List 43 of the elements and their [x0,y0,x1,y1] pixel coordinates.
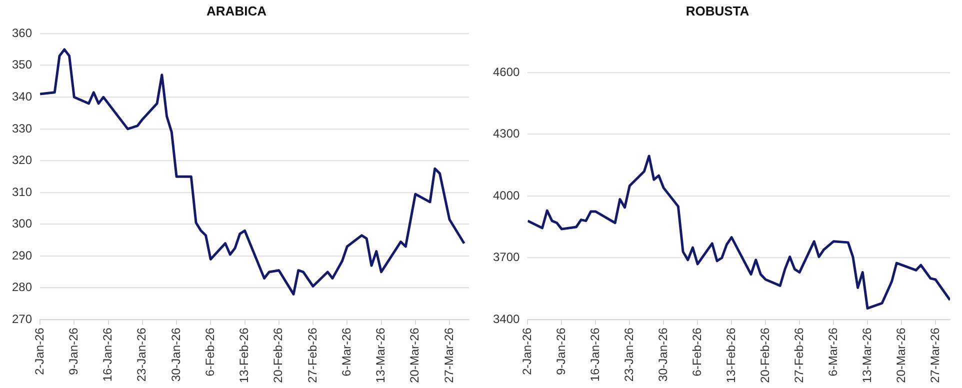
y-tick-label: 320 [12,153,32,168]
x-tick-label: 20-Feb-26 [758,327,772,384]
x-tick-label: 30-Jan-26 [656,327,670,382]
chart-title: ROBUSTA [686,3,750,18]
x-tick-label: 27-Feb-26 [305,327,320,384]
y-tick-label: 350 [12,58,32,72]
x-tick-label: 16-Jan-26 [588,327,602,382]
x-tick-label: 2-Jan-26 [520,327,534,376]
x-tick-label: 16-Jan-26 [100,327,115,382]
x-tick-label: 9-Jan-26 [66,327,80,376]
y-tick-label: 310 [12,184,32,199]
y-tick-label: 3400 [492,312,520,326]
x-tick-label: 2-Jan-26 [32,327,46,376]
x-tick-label: 23-Jan-26 [134,327,149,382]
y-tick-label: 270 [12,312,32,326]
x-tick-label: 27-Mar-26 [442,327,456,383]
x-tick-label: 20-Mar-26 [408,327,422,383]
x-tick-label: 13-Feb-26 [237,327,252,384]
x-tick-label: 20-Mar-26 [894,327,908,383]
y-tick-label: 340 [12,89,32,104]
x-tick-label: 6-Feb-26 [202,327,217,376]
y-tick-label: 4300 [492,126,520,141]
y-tick-label: 4600 [492,64,520,79]
x-tick-label: 20-Feb-26 [271,327,286,384]
y-tick-label: 290 [12,248,32,262]
x-tick-label: 13-Mar-26 [860,327,874,383]
x-tick-label: 30-Jan-26 [168,327,183,382]
x-tick-label: 27-Mar-26 [928,327,942,383]
y-tick-label: 3700 [492,250,520,264]
x-tick-label: 23-Jan-26 [622,327,636,382]
x-tick-label: 6-Mar-26 [339,327,354,376]
x-tick-label: 13-Feb-26 [724,327,738,384]
y-tick-label: 360 [12,26,32,40]
y-tick-label: 330 [12,121,32,136]
x-tick-label: 6-Feb-26 [690,327,704,376]
x-tick-label: 27-Feb-26 [792,327,806,384]
chart-title: ARABICA [206,3,268,18]
x-tick-label: 9-Jan-26 [554,327,568,376]
y-tick-label: 4000 [492,188,520,202]
x-tick-label: 6-Mar-26 [826,327,840,376]
x-tick-label: 13-Mar-26 [374,327,388,383]
y-tick-label: 300 [12,216,32,231]
y-tick-label: 280 [12,280,32,294]
